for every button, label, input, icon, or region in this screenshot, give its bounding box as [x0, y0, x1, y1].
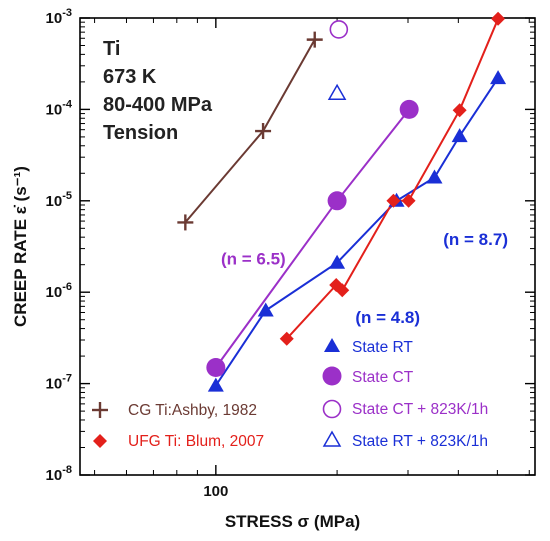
open-circle-marker [329, 20, 349, 39]
legend-label: State RT + 823K/1h [352, 433, 488, 450]
x-axis-label: STRESS σ (MPa) [225, 512, 360, 531]
legend: State RT State CT State CT + 823K/1h State … [92, 338, 488, 450]
plus-marker [255, 123, 272, 140]
circle-marker [322, 366, 342, 386]
y-tick-label: 10-5 [46, 190, 72, 210]
triangle-marker [426, 169, 443, 184]
info-box: Ti 673 K 80-400 MPa Tension [103, 38, 213, 144]
diamond-marker [335, 283, 350, 298]
y-tick-label: 10-6 [46, 281, 72, 301]
plot-frame [79, 17, 536, 476]
slope-annotation: (n = 4.8) [355, 308, 420, 327]
slope-annotation: (n = 8.7) [443, 230, 508, 249]
legend-entry: State CT + 823K/1h [322, 399, 488, 419]
info-line: 80-400 MPa [103, 94, 213, 116]
triangle-marker [490, 70, 507, 85]
diamond-marker [401, 193, 416, 208]
diamond-marker [491, 11, 506, 26]
circle-marker [327, 191, 347, 211]
legend-label: UFG Ti: Blum, 2007 [128, 433, 264, 450]
plus-marker [306, 31, 323, 48]
legend-label: State RT [352, 339, 413, 356]
annotations: (n = 6.5) (n = 4.8) (n = 8.7) [221, 230, 508, 327]
series-line [214, 108, 410, 369]
circle-marker [399, 99, 419, 119]
diamond-marker [386, 193, 401, 208]
y-tick-label: 10-4 [46, 98, 73, 118]
info-line: 673 K [103, 66, 157, 88]
y-axis-label: CREEP RATE ε̇ (s⁻¹) [11, 166, 30, 327]
info-line: Tension [103, 122, 178, 144]
triangle-marker [451, 128, 468, 143]
plus-marker [177, 214, 194, 231]
series-line [184, 39, 316, 224]
axes: 10-3 10-4 10-5 10-6 10-7 10-8 100 STRESS σ (MPa… [11, 7, 536, 531]
diamond-marker [279, 331, 294, 346]
legend-label: State CT + 823K/1h [352, 401, 488, 418]
y-tick-label: 10-3 [46, 7, 72, 27]
legend-entry: State RT + 823K/1h [322, 430, 488, 450]
legend-entry: State RT [324, 338, 413, 356]
triangle-marker [257, 302, 274, 317]
info-line: Ti [103, 38, 120, 60]
triangle-marker [329, 254, 346, 269]
circle-marker [206, 358, 226, 378]
data-points [177, 11, 507, 392]
legend-entry: State CT [322, 366, 414, 386]
legend-entry: CG Ti:Ashby, 1982 [92, 402, 257, 419]
diamond-marker [93, 434, 107, 448]
series-line [286, 18, 500, 340]
diamond-marker [452, 103, 467, 118]
open-triangle-marker [327, 83, 347, 101]
plus-marker [92, 402, 108, 418]
legend-label: CG Ti:Ashby, 1982 [128, 402, 257, 419]
y-tick-label: 10-7 [46, 373, 72, 393]
legend-label: State CT [352, 369, 414, 386]
open-triangle-marker [322, 430, 342, 447]
slope-annotation: (n = 6.5) [221, 250, 286, 269]
y-tick-label: 10-8 [46, 464, 72, 484]
triangle-marker [207, 377, 224, 392]
legend-entry: UFG Ti: Blum, 2007 [93, 433, 264, 450]
x-tick-label: 100 [203, 483, 228, 500]
triangle-marker [324, 338, 340, 352]
open-circle-marker [322, 399, 342, 419]
